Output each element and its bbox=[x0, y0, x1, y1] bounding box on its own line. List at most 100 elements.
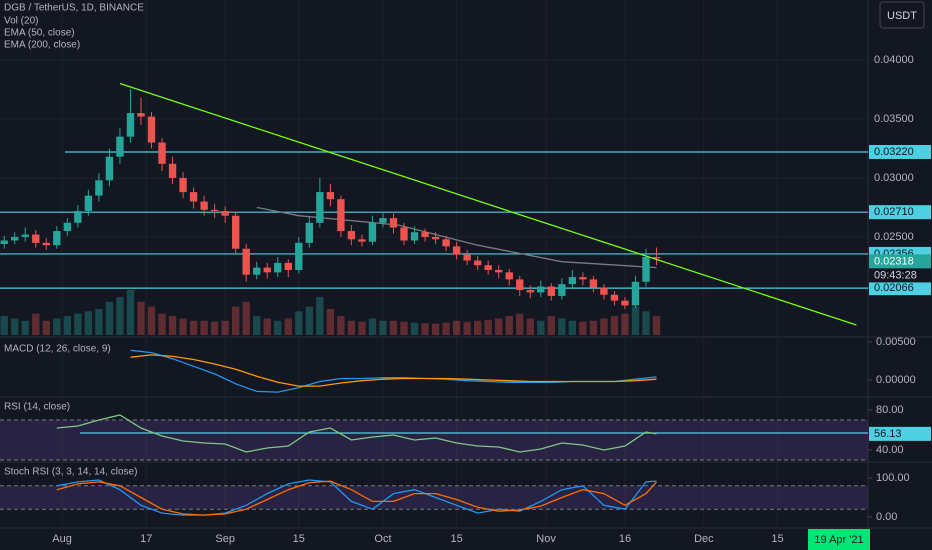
candle-body bbox=[337, 199, 345, 232]
volume-bar bbox=[95, 308, 103, 335]
chart-title: DGB / TetherUS, 1D, BINANCE bbox=[4, 3, 144, 14]
candle-body bbox=[558, 284, 566, 296]
volume-bar bbox=[74, 313, 82, 335]
y-tick-label: 40.00 bbox=[876, 444, 904, 456]
volume-bar bbox=[242, 301, 250, 335]
pane-title: RSI (14, close) bbox=[4, 402, 70, 413]
level-label: 0.02066 bbox=[874, 282, 914, 294]
candle-body bbox=[105, 156, 114, 181]
volume-bar bbox=[116, 297, 124, 335]
candle-body bbox=[505, 272, 513, 280]
volume-bar bbox=[326, 308, 335, 335]
x-tick-label: 15 bbox=[771, 533, 783, 545]
currency-label[interactable]: USDT bbox=[887, 10, 917, 22]
candle-body bbox=[326, 192, 335, 200]
candle-body bbox=[305, 222, 314, 243]
candle-body bbox=[400, 227, 408, 241]
candle-body bbox=[221, 210, 229, 216]
volume-bar bbox=[21, 320, 29, 335]
volume-bar bbox=[32, 313, 40, 335]
cursor-date-box bbox=[808, 529, 870, 550]
volume-bar bbox=[400, 321, 408, 335]
candle-body bbox=[231, 215, 240, 249]
candle-body bbox=[316, 192, 324, 223]
volume-bar bbox=[368, 318, 377, 335]
y-tick-label: 100.00 bbox=[876, 472, 910, 484]
y-tick-label: 80.00 bbox=[876, 404, 904, 416]
volume-bar bbox=[537, 320, 545, 335]
x-tick-label: Aug bbox=[52, 533, 72, 545]
candle-body bbox=[526, 290, 534, 293]
x-tick-label: Nov bbox=[536, 533, 556, 545]
volume-bar bbox=[210, 321, 219, 335]
candle-body bbox=[74, 210, 82, 223]
candle-body bbox=[389, 218, 398, 228]
candle-body bbox=[0, 240, 8, 245]
pane-title: MACD (12, 26, close, 9) bbox=[4, 344, 111, 355]
candle-body bbox=[189, 192, 198, 202]
volume-bar bbox=[126, 290, 135, 335]
indicator-label: EMA (200, close) bbox=[4, 40, 80, 51]
candle-body bbox=[568, 277, 577, 285]
candle-body bbox=[21, 234, 29, 237]
y-tick-label: 0.03000 bbox=[874, 172, 914, 184]
candle-body bbox=[368, 222, 377, 242]
x-tick-label: 17 bbox=[140, 533, 152, 545]
level-label-box bbox=[869, 205, 931, 220]
candle-body bbox=[200, 201, 208, 210]
volume-bar bbox=[526, 318, 534, 335]
volume-bar bbox=[284, 318, 292, 335]
volume-bar bbox=[495, 318, 503, 335]
indicator-label: Vol (20) bbox=[4, 16, 38, 27]
countdown-label-box bbox=[869, 268, 931, 283]
candle-body bbox=[11, 236, 19, 241]
candle-body bbox=[516, 279, 524, 291]
y-tick-label: 0.04000 bbox=[874, 54, 914, 66]
volume-bar bbox=[42, 320, 50, 335]
volume-bar bbox=[231, 306, 240, 335]
candle-body bbox=[421, 232, 429, 237]
x-tick-label: 15 bbox=[450, 533, 462, 545]
candle-body bbox=[431, 236, 440, 240]
value-label-box bbox=[869, 426, 931, 441]
candle-body bbox=[147, 116, 156, 143]
volume-bar bbox=[516, 313, 524, 335]
currency-button[interactable] bbox=[879, 1, 925, 29]
volume-bar bbox=[652, 316, 661, 335]
last-price-label: 0.02318 bbox=[874, 255, 914, 267]
volume-bar bbox=[274, 320, 282, 335]
volume-bar bbox=[221, 320, 229, 335]
candle-body bbox=[253, 267, 261, 275]
candle-body bbox=[95, 180, 103, 196]
volume-bar bbox=[200, 320, 208, 335]
ema-line bbox=[256, 206, 657, 269]
volume-bar bbox=[442, 322, 450, 335]
volume-bar bbox=[137, 301, 145, 335]
candle-body bbox=[116, 136, 124, 157]
volume-bar bbox=[463, 321, 471, 335]
volume-bar bbox=[473, 320, 482, 335]
candle-body bbox=[642, 257, 650, 282]
candle-body bbox=[631, 281, 640, 306]
indicator-line bbox=[130, 354, 657, 387]
volume-bar bbox=[589, 320, 598, 335]
volume-bar bbox=[337, 316, 345, 335]
volume-bar bbox=[63, 316, 72, 335]
x-tick-label: Sep bbox=[215, 533, 235, 545]
volume-bar bbox=[579, 321, 587, 335]
x-tick-label: Dec bbox=[694, 533, 714, 545]
candle-body bbox=[126, 113, 135, 137]
volume-bar bbox=[610, 316, 619, 335]
volume-bar bbox=[421, 323, 429, 335]
candle-body bbox=[210, 209, 219, 211]
level-label: 0.03220 bbox=[874, 146, 914, 158]
candle-body bbox=[42, 242, 50, 246]
level-label-box bbox=[869, 281, 931, 296]
candle-body bbox=[484, 265, 492, 270]
candle-body bbox=[32, 234, 40, 243]
volume-bar bbox=[53, 318, 61, 335]
indicator-label: EMA (50, close) bbox=[4, 28, 75, 39]
candle-body bbox=[452, 246, 461, 255]
candle-body bbox=[442, 239, 450, 247]
